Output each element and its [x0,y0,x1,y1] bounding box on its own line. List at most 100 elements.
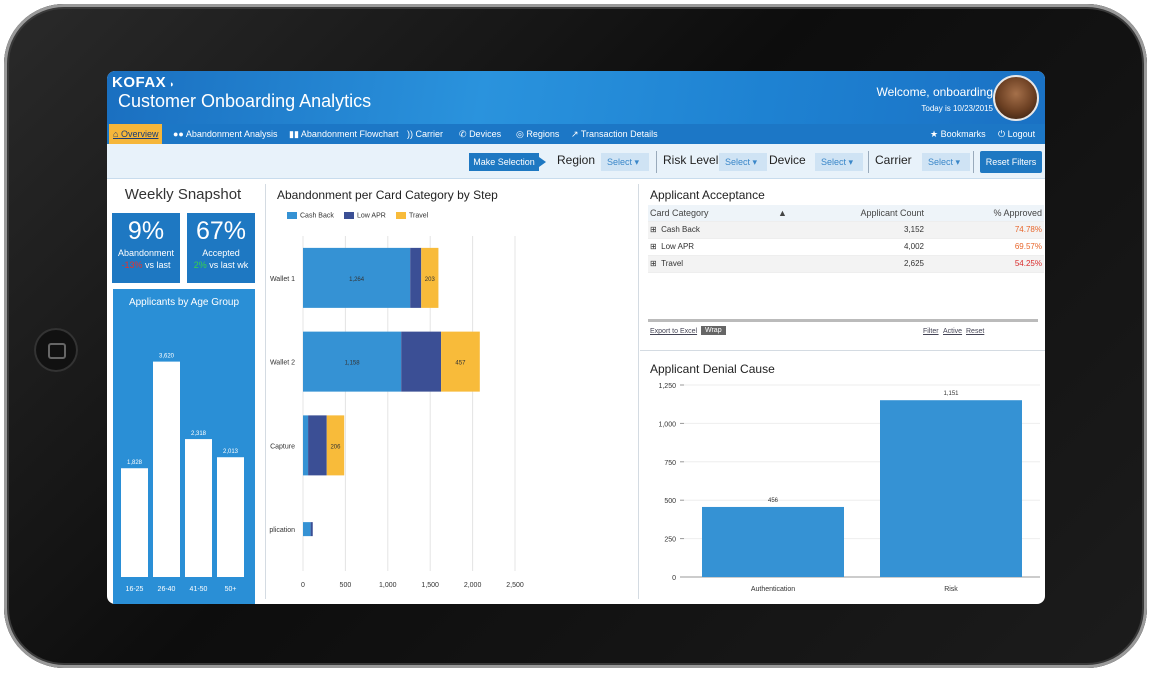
age-bar[interactable] [153,361,180,577]
stacked-bar-segment[interactable] [303,522,311,537]
y-category-label: Out of Wallet 2 [269,360,295,367]
user-avatar[interactable] [993,75,1039,121]
stacked-bar-segment[interactable] [441,331,480,392]
wrap-button[interactable]: Wrap [701,326,726,335]
table-row[interactable]: ⊞ Cash Back 3,152 74.78% [648,222,1044,239]
home-button[interactable] [34,328,78,372]
carrier-label: Carrier [875,153,912,167]
date-text: Today is 10/23/2015 [921,104,993,113]
star-icon: ★ [930,129,939,139]
export-excel-link[interactable]: Export to Excel [650,328,698,335]
legend-cash-back[interactable]: Cash Back [287,212,334,219]
nav-devices[interactable]: ✆ Devices [459,129,502,139]
carrier-select[interactable]: Select ▾ [922,153,970,171]
filter-bar: Make Selection Region Select ▾ Risk Leve… [107,144,1045,179]
stacked-bar-segment[interactable] [401,331,442,392]
accepted-compare: 2% vs last wk [193,260,249,270]
flowchart-icon: ▮▮ [289,129,299,139]
dashboard-screen: KOFAX ◗ Customer Onboarding Analytics We… [107,71,1045,604]
denial-bar[interactable] [702,506,844,577]
nav-overview[interactable]: ⌂ Overview [109,124,163,144]
segment-value-label: 1,264 [349,277,365,283]
chevron-down-icon: ▾ [634,157,640,167]
accepted-kpi[interactable]: 67% Accepted 2% vs last wk [187,213,255,283]
col-applicant-count[interactable]: Applicant Count [860,208,924,218]
x-tick-label: 2,500 [506,582,524,589]
region-select[interactable]: Select ▾ [601,153,649,171]
table-row[interactable]: ⊞ Low APR 4,002 69.57% [648,239,1044,256]
device-label: Device [769,153,806,167]
age-chart-svg: 1,828 16-25 3,620 26-40 2,318 41-50 2,013 50+ [121,354,244,593]
power-icon: ⏻ [998,129,1006,139]
risk-level-select[interactable]: Select ▾ [719,153,767,171]
expand-icon[interactable]: ⊞ [650,242,657,251]
stacked-bar-segment[interactable] [303,247,411,308]
stacked-bar-segment[interactable] [308,415,327,476]
stacked-bar-segment[interactable] [303,415,309,476]
col-pct-approved[interactable]: % Approved [993,208,1042,218]
nav-abandonment-analysis[interactable]: ●● Abandonment Analysis [173,129,278,139]
y-category-label: Complete Application [269,527,295,534]
x-category-label: Authentication [751,586,795,593]
nav-carrier[interactable]: )) Carrier [407,129,444,139]
phone-icon: ✆ [459,129,467,139]
filter-link[interactable]: Filter [923,328,939,335]
abandonment-chart-svg: 0 500 1,000 1,500 2,000 2,500 Out of Wallet 1 1… [269,236,524,589]
active-link[interactable]: Active [943,328,963,335]
stacked-bar-segment[interactable] [310,522,313,537]
logout-link[interactable]: ⏻ Logout [998,129,1036,139]
stacked-bar-segment[interactable] [303,331,402,392]
reset-link[interactable]: Reset [966,328,985,335]
col-card-category[interactable]: Card Category [650,208,709,218]
welcome-text: Welcome, onboarding [876,85,993,99]
weekly-snapshot-title: Weekly Snapshot [124,186,242,203]
age-bar[interactable] [121,468,148,577]
table-scrollbar[interactable] [648,319,1038,322]
y-tick-label: 1,000 [658,421,676,428]
nav-transaction-details[interactable]: ↗ Transaction Details [571,129,658,139]
row-category: Cash Back [661,225,700,234]
row-category: Low APR [661,242,695,251]
x-tick-label: 0 [301,582,305,589]
expand-icon[interactable]: ⊞ [650,259,657,268]
expand-icon[interactable]: ⊞ [650,225,657,234]
abandonment-label: Abandonment [117,248,175,258]
nav-bar: ⌂ Overview ●● Abandonment Analysis ▮▮ Ab… [107,124,1045,144]
denial-chart-svg: 0 250 500 750 1,000 1,250 456 Authentication 1,1… [658,383,1040,593]
age-bar[interactable] [185,439,212,577]
segment-value-label: 457 [455,361,466,367]
sort-asc-icon[interactable]: ▲ [778,208,787,218]
y-tick-label: 750 [664,460,676,467]
age-bar-label: 2,318 [191,431,207,437]
acceptance-title: Applicant Acceptance [650,188,765,202]
denial-bar-label: 1,151 [943,391,959,397]
denial-bar[interactable] [880,400,1022,577]
legend-low-apr[interactable]: Low APR [344,212,386,219]
abandonment-chart-title: Abandonment per Card Category by Step [277,188,498,202]
legend-travel[interactable]: Travel [396,212,428,219]
stacked-bar-segment[interactable] [326,415,345,476]
row-category: Travel [661,259,684,268]
table-row[interactable]: ⊞ Travel 2,625 54.25% [648,256,1044,273]
row-pct: 54.25% [1014,259,1042,268]
age-bar-label: 3,620 [159,354,175,360]
abandonment-kpi[interactable]: 9% Abandonment -13% vs last [112,213,180,283]
app-title: Customer Onboarding Analytics [118,91,372,111]
bookmarks-link[interactable]: ★ Bookmarks [930,129,986,139]
nav-abandonment-flowchart[interactable]: ▮▮ Abandonment Flowchart [289,129,399,139]
globe-icon: ◎ [516,129,524,139]
abandonment-compare: -13% vs last [121,260,171,270]
panel-divider [638,184,639,599]
row-pct: 74.78% [1014,225,1042,234]
age-bar[interactable] [217,457,244,577]
age-tick-label: 16-25 [126,586,144,593]
device-select[interactable]: Select ▾ [815,153,863,171]
panel-divider [265,184,266,599]
stacked-bar-segment[interactable] [410,247,422,308]
denial-bar-label: 456 [768,498,779,504]
reset-filters-button[interactable]: Reset Filters [980,151,1042,173]
nav-regions[interactable]: ◎ Regions [516,129,560,139]
x-tick-label: 1,500 [421,582,439,589]
header: KOFAX ◗ Customer Onboarding Analytics We… [107,71,1045,124]
stacked-bar-segment[interactable] [421,247,439,308]
